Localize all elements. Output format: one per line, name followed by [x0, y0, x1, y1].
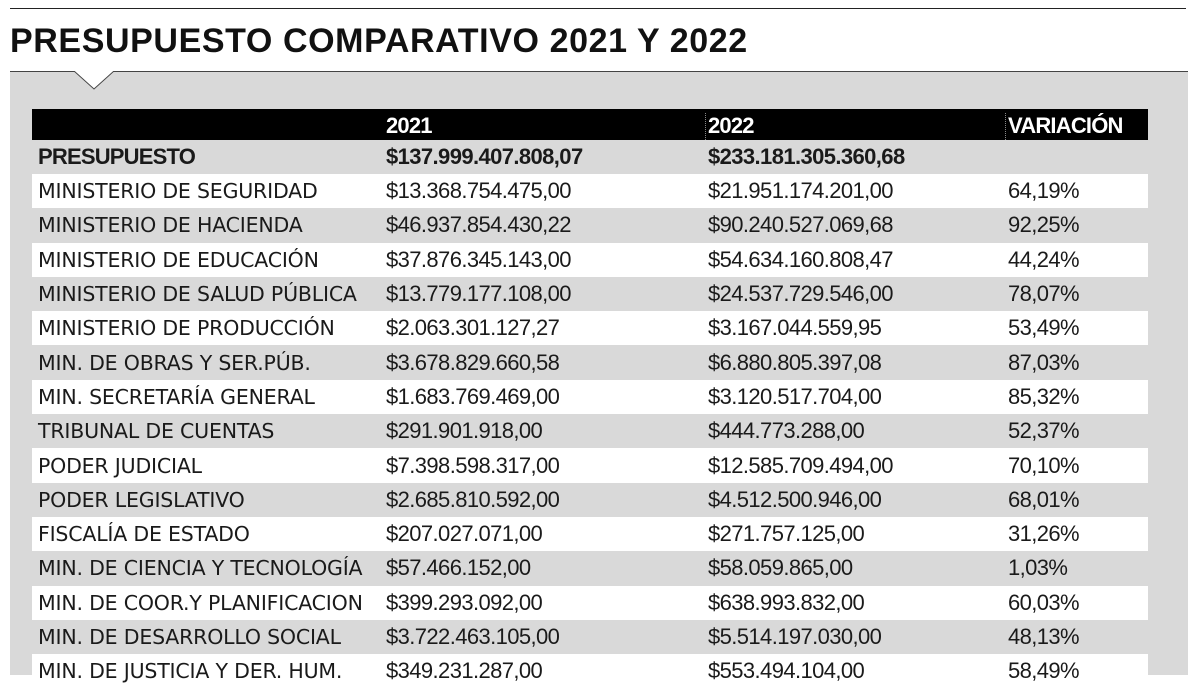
- row-variation: 52,37%: [1008, 418, 1080, 444]
- row-variation: 87,03%: [1008, 349, 1080, 375]
- row-value-2022: $3.167.044.559,95: [708, 315, 882, 341]
- row-value-2021: $349.231.287,00: [386, 658, 543, 684]
- row-value-2021: $2.685.810.592,00: [386, 486, 560, 512]
- row-value-2022: $444.773.288,00: [708, 418, 865, 444]
- table-row: MINISTERIO DE EDUCACIÓN $37.876.345.143,0…: [32, 242, 1148, 277]
- row-value-2022: $54.634.160.808,47: [708, 246, 894, 272]
- row-label: MINISTERIO DE EDUCACIÓN: [38, 247, 319, 272]
- row-label: MIN. DE CIENCIA Y TECNOLOGÍA: [38, 556, 363, 581]
- row-value-2022: $24.537.729.546,00: [708, 281, 894, 307]
- row-value-2022: $21.951.174.201,00: [708, 178, 894, 204]
- table-row: MIN. DE DESARROLLO SOCIAL $3.722.463.105,…: [32, 619, 1148, 655]
- row-variation: 53,49%: [1008, 315, 1080, 341]
- row-variation: 1,03%: [1008, 555, 1068, 581]
- row-variation: 85,32%: [1008, 383, 1080, 409]
- row-label: MIN. SECRETARÍA GENERAL: [38, 384, 315, 409]
- row-value-2021: $1.683.769.469,00: [386, 383, 560, 409]
- budget-table: 2021 2022 VARIACIÓN PRESUPUESTO $137.999…: [32, 109, 1148, 688]
- row-value-2022: $638.993.832,00: [708, 589, 865, 615]
- table-row: PODER LEGISLATIVO $2.685.810.592,00 $4.512…: [32, 482, 1148, 517]
- table-row: TRIBUNAL DE CUENTAS $291.901.918,00 $444.7…: [32, 414, 1148, 449]
- row-value-2022: $58.059.865,00: [708, 555, 853, 581]
- row-label: MIN. DE OBRAS Y SER.PÚB.: [38, 350, 311, 375]
- table-row: MINISTERIO DE SALUD PÚBLICA $13.779.177.1…: [32, 276, 1148, 312]
- row-value-2021: $46.937.854.430,22: [386, 212, 572, 238]
- row-value-2021: $13.779.177.108,00: [386, 281, 572, 307]
- row-value-2022: $12.585.709.494,00: [708, 452, 894, 478]
- total-2021: $137.999.407.808,07: [386, 144, 583, 169]
- table-row: MIN. DE OBRAS Y SER.PÚB. $3.678.829.660,5…: [32, 345, 1148, 380]
- row-variation: 60,03%: [1008, 589, 1080, 615]
- row-variation: 58,49%: [1008, 658, 1080, 684]
- table-header: 2021 2022 VARIACIÓN: [32, 109, 1148, 140]
- row-value-2022: $4.512.500.946,00: [708, 486, 882, 512]
- row-label: TRIBUNAL DE CUENTAS: [38, 419, 275, 444]
- row-label: MINISTERIO DE HACIENDA: [38, 213, 303, 238]
- row-value-2022: $6.880.805.397,08: [708, 349, 882, 375]
- row-value-2021: $3.678.829.660,58: [386, 349, 560, 375]
- table-body: MINISTERIO DE SEGURIDAD $13.368.754.475,0…: [32, 174, 1148, 688]
- row-value-2022: $553.494.104,00: [708, 658, 865, 684]
- row-variation: 48,13%: [1008, 624, 1080, 649]
- row-label: PODER LEGISLATIVO: [38, 487, 245, 512]
- table-row: MIN. DE CIENCIA Y TECNOLOGÍA $57.466.152,…: [32, 551, 1148, 586]
- row-variation: 68,01%: [1008, 486, 1080, 512]
- table-row: MIN. SECRETARÍA GENERAL $1.683.769.469,00…: [32, 379, 1148, 415]
- header-variation: VARIACIÓN: [1008, 113, 1123, 138]
- table-row: PODER JUDICIAL $7.398.598.317,00 $12.585.7…: [32, 448, 1148, 483]
- pointer-notch-icon: [74, 71, 114, 90]
- total-label: PRESUPUESTO: [38, 144, 196, 169]
- table-row: MINISTERIO DE HACIENDA $46.937.854.430,22…: [32, 208, 1148, 243]
- table-row: FISCALÍA DE ESTADO $207.027.071,00 $271.75…: [32, 516, 1148, 552]
- row-variation: 78,07%: [1008, 281, 1080, 307]
- row-value-2022: $5.514.197.030,00: [708, 624, 882, 649]
- row-label: MINISTERIO DE SALUD PÚBLICA: [38, 282, 357, 307]
- table-row: MIN. DE COOR.Y PLANIFICACION $399.293.092…: [32, 585, 1148, 620]
- row-variation: 44,24%: [1008, 246, 1080, 272]
- header-label-cell: [32, 139, 384, 140]
- row-variation: 64,19%: [1008, 178, 1080, 204]
- table-row: MINISTERIO DE PRODUCCIÓN $2.063.301.127,2…: [32, 311, 1148, 346]
- row-variation: 31,26%: [1008, 521, 1080, 547]
- title-underline: [10, 71, 1188, 72]
- header-2022: 2022: [706, 113, 1006, 140]
- table-row: MIN. DE JUSTICIA Y DER. HUM. $349.231.287…: [32, 654, 1148, 688]
- row-variation: 70,10%: [1008, 452, 1080, 478]
- row-value-2021: $3.722.463.105,00: [386, 624, 560, 649]
- row-value-2022: $90.240.527.069,68: [708, 212, 894, 238]
- row-label: MIN. DE DESARROLLO SOCIAL: [38, 625, 341, 649]
- page-title: PRESUPUESTO COMPARATIVO 2021 Y 2022: [10, 22, 748, 60]
- row-label: MIN. DE JUSTICIA Y DER. HUM.: [38, 659, 343, 684]
- row-variation: 92,25%: [1008, 212, 1080, 238]
- row-label: MINISTERIO DE PRODUCCIÓN: [38, 316, 335, 341]
- row-value-2021: $37.876.345.143,00: [386, 246, 572, 272]
- row-label: PODER JUDICIAL: [38, 453, 202, 478]
- total-2022: $233.181.305.360,68: [708, 144, 905, 169]
- row-value-2021: $291.901.918,00: [386, 418, 543, 444]
- row-value-2021: $399.293.092,00: [386, 589, 543, 615]
- table-row: MINISTERIO DE SEGURIDAD $13.368.754.475,0…: [32, 174, 1148, 209]
- row-value-2021: $207.027.071,00: [386, 521, 543, 547]
- row-label: MINISTERIO DE SEGURIDAD: [38, 179, 318, 204]
- row-value-2022: $3.120.517.704,00: [708, 383, 882, 409]
- top-rule: [10, 8, 1186, 9]
- row-label: FISCALÍA DE ESTADO: [38, 522, 250, 547]
- row-value-2021: $2.063.301.127,27: [386, 315, 560, 341]
- row-label: MIN. DE COOR.Y PLANIFICACION: [38, 590, 363, 615]
- row-value-2021: $57.466.152,00: [386, 555, 531, 581]
- row-value-2022: $271.757.125,00: [708, 521, 865, 547]
- header-2021: 2021: [384, 113, 706, 140]
- row-value-2021: $13.368.754.475,00: [386, 178, 572, 204]
- row-value-2021: $7.398.598.317,00: [386, 452, 560, 478]
- total-row: PRESUPUESTO $137.999.407.808,07 $233.181…: [32, 140, 1148, 174]
